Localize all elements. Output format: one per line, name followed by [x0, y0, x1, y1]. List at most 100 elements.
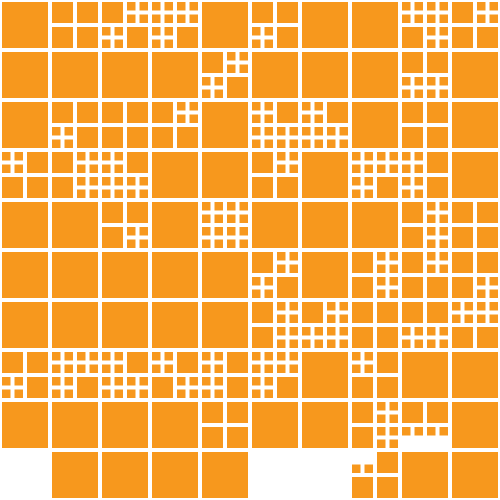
- mosaic-tile: [189, 2, 198, 11]
- mosaic-tile: [77, 27, 98, 48]
- mosaic-tile: [414, 327, 423, 336]
- mosaic-tile: [489, 2, 498, 11]
- mosaic-tile: [114, 152, 123, 161]
- mosaic-tile: [389, 402, 398, 411]
- mosaic-tile: [452, 314, 461, 323]
- mosaic-tile: [452, 27, 473, 48]
- mosaic-tile: [302, 202, 348, 248]
- mosaic-tile: [127, 202, 148, 223]
- mosaic-tile: [264, 27, 273, 36]
- mosaic-tile: [89, 364, 98, 373]
- mosaic-tile: [439, 264, 448, 273]
- mosaic-tile: [77, 364, 86, 373]
- mosaic-tile: [477, 277, 486, 286]
- mosaic-tile: [414, 427, 423, 436]
- mosaic-tile: [352, 352, 361, 361]
- mosaic-tile: [77, 177, 86, 186]
- mosaic-tile: [252, 302, 273, 323]
- mosaic-tile: [252, 202, 298, 248]
- mosaic-tile: [427, 14, 436, 23]
- mosaic-tile: [239, 52, 248, 61]
- mosaic-tile: [2, 252, 48, 298]
- mosaic-tile: [389, 439, 398, 448]
- mosaic-tile: [52, 364, 61, 373]
- mosaic-tile: [77, 152, 86, 161]
- mosaic-tile: [277, 27, 298, 48]
- mosaic-tile: [427, 127, 448, 148]
- mosaic-tile: [252, 102, 261, 111]
- mosaic-tile: [252, 39, 261, 48]
- mosaic-tile: [452, 52, 498, 98]
- mosaic-tile: [377, 402, 386, 411]
- mosaic-tile: [227, 402, 248, 423]
- mosaic-tile: [402, 339, 411, 348]
- mosaic-tile: [202, 52, 223, 73]
- mosaic-tile: [289, 314, 298, 323]
- mosaic-tile: [452, 327, 473, 348]
- mosaic-tile: [14, 377, 23, 386]
- mosaic-tile: [252, 277, 261, 286]
- mosaic-tile: [64, 389, 73, 398]
- mosaic-tile: [352, 102, 398, 148]
- mosaic-tile: [477, 14, 486, 23]
- mosaic-tile: [414, 152, 423, 161]
- mosaic-tile: [377, 177, 398, 198]
- mosaic-tile: [489, 302, 498, 311]
- mosaic-tile: [152, 452, 198, 498]
- mosaic-tile: [352, 52, 398, 98]
- mosaic-tile: [89, 352, 98, 361]
- mosaic-tile: [152, 252, 198, 298]
- mosaic-tile: [202, 202, 211, 211]
- mosaic-tile: [439, 2, 448, 11]
- mosaic-tile: [89, 189, 98, 198]
- mosaic-tile: [252, 114, 261, 123]
- mosaic-tile: [364, 364, 373, 373]
- mosaic-tile: [414, 189, 423, 198]
- mosaic-tile: [177, 377, 186, 386]
- mosaic-tile: [27, 177, 48, 198]
- mosaic-tile: [377, 289, 386, 298]
- mosaic-tile: [439, 427, 448, 436]
- mosaic-tile: [402, 252, 423, 273]
- mosaic-tile: [427, 202, 436, 211]
- mosaic-tile: [264, 102, 273, 111]
- mosaic-tile: [127, 227, 136, 236]
- mosaic-tile: [377, 327, 398, 348]
- mosaic-tile: [364, 152, 373, 161]
- mosaic-tile: [64, 127, 73, 136]
- mosaic-tile: [427, 102, 448, 123]
- mosaic-tile: [314, 114, 323, 123]
- mosaic-tile: [277, 277, 298, 298]
- mosaic-tile: [264, 139, 273, 148]
- mosaic-tile: [277, 314, 286, 323]
- mosaic-tile: [402, 102, 423, 123]
- mosaic-tile: [339, 127, 348, 136]
- mosaic-tile: [202, 77, 211, 86]
- mosaic-tile: [302, 2, 348, 48]
- mosaic-tile: [327, 102, 348, 123]
- mosaic-tile: [164, 364, 173, 373]
- mosaic-tile: [252, 127, 261, 136]
- mosaic-tile: [139, 227, 148, 236]
- mosaic-tile: [477, 2, 486, 11]
- mosaic-tile: [89, 152, 98, 161]
- mosaic-tile: [239, 214, 248, 223]
- mosaic-tile: [252, 364, 261, 373]
- mosaic-tile: [27, 377, 48, 398]
- mosaic-tile: [114, 352, 123, 361]
- mosaic-tile: [414, 339, 423, 348]
- mosaic-tile: [352, 152, 361, 161]
- mosaic-tile: [327, 127, 336, 136]
- mosaic-tile: [452, 227, 473, 248]
- mosaic-tile: [102, 52, 148, 98]
- mosaic-tile: [152, 402, 198, 448]
- mosaic-tile: [202, 302, 248, 348]
- mosaic-tile: [52, 139, 61, 148]
- mosaic-tile: [202, 252, 248, 298]
- mosaic-tile: [164, 352, 173, 361]
- mosaic-tile: [52, 302, 98, 348]
- mosaic-tile: [152, 202, 198, 248]
- mosaic-tile: [127, 352, 148, 373]
- mosaic-tile: [164, 39, 173, 48]
- mosaic-tile: [202, 152, 248, 198]
